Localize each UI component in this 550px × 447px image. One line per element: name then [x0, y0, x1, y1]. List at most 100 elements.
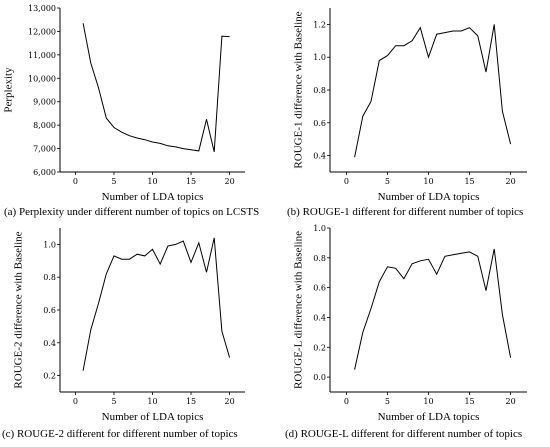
y-axis-label: ROUGE-2 difference with Baseline [13, 231, 25, 388]
y-axis-label: ROUGE-1 difference with Baseline [293, 11, 305, 168]
data-point [501, 110, 503, 112]
data-point [228, 356, 230, 358]
y-tick-label: 12,000 [28, 27, 56, 36]
data-point [136, 253, 138, 255]
data-point [427, 56, 429, 58]
x-axis-label: Number of LDA topics [102, 411, 204, 423]
data-point [205, 271, 207, 273]
x-tick-label: 0 [73, 397, 78, 406]
series-line [354, 24, 512, 158]
data-point [509, 357, 511, 359]
y-tick-label: 1.0 [43, 240, 56, 249]
data-point [485, 289, 487, 291]
y-tick-label: 8,000 [33, 121, 56, 130]
data-point [427, 258, 429, 260]
data-point [444, 31, 446, 33]
data-point [182, 147, 184, 149]
series-line [82, 23, 230, 153]
data-point [151, 141, 153, 143]
chart-caption: (b) ROUGE-1 different for different numb… [287, 206, 523, 218]
x-tick-label: 15 [464, 177, 474, 186]
data-point [82, 369, 84, 371]
chart-panel-a: 6,000 7,000 8,000 9,000 10,000 11,000 12,000 13… [3, 4, 260, 218]
data-point [213, 237, 215, 239]
y-axis-label: ROUGE-L difference with Baseline [293, 231, 305, 389]
data-point [411, 40, 413, 42]
data-point [460, 30, 462, 32]
data-point [485, 71, 487, 73]
data-point [228, 35, 230, 37]
data-point [509, 143, 511, 145]
x-tick-label: 15 [464, 397, 474, 406]
y-tick-label: 0.2 [313, 343, 326, 352]
data-point [221, 35, 223, 37]
data-point [477, 35, 479, 37]
y-tick-label: 9,000 [33, 98, 56, 107]
data-point [452, 254, 454, 256]
x-tick-label: 15 [186, 397, 196, 406]
data-point [394, 267, 396, 269]
y-tick-label: 10,000 [28, 74, 56, 83]
y-tick-label: 0.2 [43, 372, 56, 381]
x-tick-label: 0 [344, 397, 349, 406]
x-tick-label: 10 [423, 397, 433, 406]
y-tick-label: 0.8 [313, 86, 326, 95]
data-point [370, 100, 372, 102]
chart-panel-d: 0.0 0.2 0.4 0.6 0.8 1.0 0 5 10 15 20 Number of LDA … [285, 224, 527, 440]
data-point [493, 23, 495, 25]
y-tick-label: 0.4 [313, 313, 326, 322]
data-point [136, 137, 138, 139]
x-tick-label: 15 [186, 177, 196, 186]
data-point [386, 266, 388, 268]
y-tick-label: 1.2 [313, 20, 326, 29]
chart-caption: (a) Perplexity under different number of… [4, 206, 259, 218]
data-point [370, 307, 372, 309]
data-point [198, 150, 200, 152]
x-tick-label: 20 [224, 397, 234, 406]
data-point [90, 328, 92, 330]
chart-caption: (d) ROUGE-L different for different numb… [285, 428, 522, 440]
y-tick-label: 11,000 [28, 51, 56, 60]
data-point [120, 131, 122, 133]
x-tick-label: 10 [423, 177, 433, 186]
x-axis-label: Number of LDA topics [378, 191, 480, 203]
data-point [213, 151, 215, 153]
data-point [105, 117, 107, 119]
data-point [182, 240, 184, 242]
x-tick-label: 20 [505, 397, 515, 406]
data-point [411, 263, 413, 265]
series-line [82, 237, 231, 371]
data-point [468, 251, 470, 253]
y-tick-label: 6,000 [33, 168, 56, 177]
data-point [493, 248, 495, 250]
x-tick-label: 0 [344, 177, 349, 186]
data-point [205, 118, 207, 120]
x-tick-label: 20 [224, 177, 234, 186]
data-point [159, 142, 161, 144]
data-point [378, 280, 380, 282]
data-point [159, 263, 161, 265]
y-tick-label: 0.4 [313, 152, 326, 161]
x-tick-label: 5 [111, 177, 116, 186]
y-tick-label: 7,000 [33, 145, 56, 154]
y-tick-label: 0.8 [313, 254, 326, 263]
data-point [82, 22, 84, 24]
x-axis-label: Number of LDA topics [378, 411, 480, 423]
data-point [436, 33, 438, 35]
data-point [353, 156, 355, 158]
data-point [113, 126, 115, 128]
data-point [419, 26, 421, 28]
data-point [468, 26, 470, 28]
data-point [97, 86, 99, 88]
x-tick-label: 5 [385, 397, 390, 406]
data-point [386, 54, 388, 56]
data-point [403, 277, 405, 279]
y-tick-label: 0.6 [43, 306, 56, 315]
data-point [144, 255, 146, 257]
y-tick-label: 0.4 [43, 339, 56, 348]
y-tick-label: 0.6 [313, 284, 326, 293]
data-point [444, 255, 446, 257]
data-point [174, 243, 176, 245]
data-point [128, 134, 130, 136]
